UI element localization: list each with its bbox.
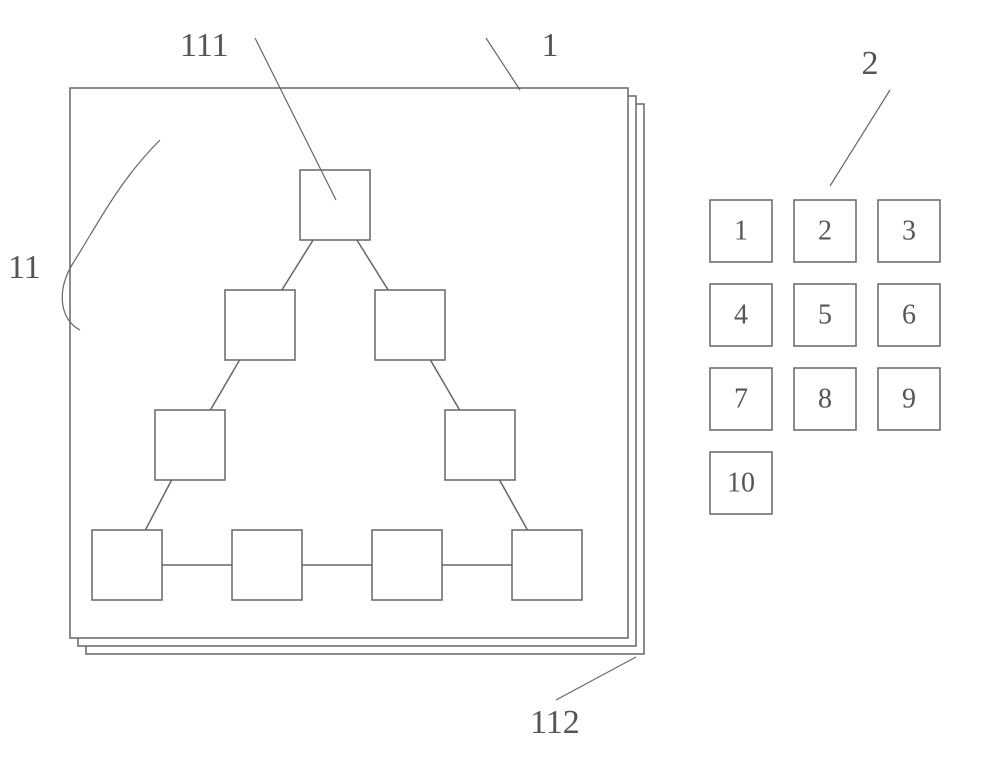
tile-label-3: 3	[902, 215, 916, 246]
tile-label-2: 2	[818, 215, 832, 246]
tile-label-9: 9	[902, 383, 916, 414]
label-111: 111	[180, 27, 228, 64]
tile-label-4: 4	[734, 299, 748, 330]
tile-label-8: 8	[818, 383, 832, 414]
label-11: 11	[8, 249, 41, 286]
tile-label-5: 5	[818, 299, 832, 330]
tile-label-1: 1	[734, 215, 748, 246]
label-112: 112	[530, 704, 580, 741]
tile-label-6: 6	[902, 299, 916, 330]
triangle-node-b4	[512, 530, 582, 600]
triangle-node-r3L	[155, 410, 225, 480]
tile-label-7: 7	[734, 383, 748, 414]
triangle-node-apex	[300, 170, 370, 240]
triangle-node-b1	[92, 530, 162, 600]
triangle-node-r2L	[225, 290, 295, 360]
triangle-node-b3	[372, 530, 442, 600]
label-2: 2	[862, 45, 879, 82]
tile-label-10: 10	[727, 467, 755, 498]
leader-112	[556, 657, 636, 700]
triangle-node-b2	[232, 530, 302, 600]
label-1: 1	[542, 27, 559, 64]
triangle-node-r3R	[445, 410, 515, 480]
leader-2	[830, 90, 890, 186]
leader-1	[486, 38, 520, 90]
triangle-node-r2R	[375, 290, 445, 360]
